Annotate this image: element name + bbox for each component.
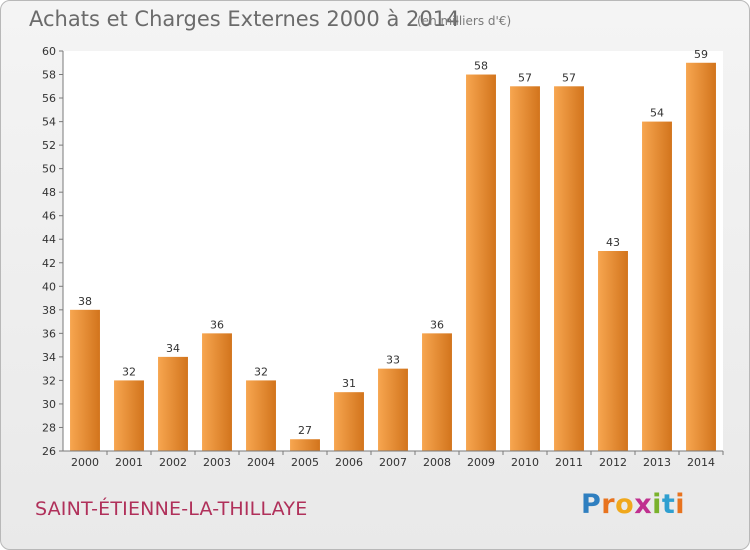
y-tick-label: 56 xyxy=(42,92,56,105)
y-tick-label: 34 xyxy=(42,351,56,364)
bar xyxy=(466,74,496,451)
data-label: 36 xyxy=(430,318,444,331)
bar xyxy=(422,333,452,451)
data-label: 27 xyxy=(298,424,312,437)
y-tick-label: 26 xyxy=(42,445,56,458)
x-tick-label: 2006 xyxy=(335,456,363,469)
x-tick-label: 2007 xyxy=(379,456,407,469)
y-tick-label: 60 xyxy=(42,45,56,58)
proxiti-logo: Proxiti xyxy=(581,489,685,520)
y-tick-label: 42 xyxy=(42,257,56,270)
logo-letter: o xyxy=(615,489,635,520)
x-tick-label: 2014 xyxy=(687,456,715,469)
logo-letter: r xyxy=(601,489,616,520)
data-label: 34 xyxy=(166,342,180,355)
logo-letter: i xyxy=(652,489,662,520)
bar xyxy=(114,380,144,451)
y-tick-label: 54 xyxy=(42,116,56,129)
y-tick-label: 50 xyxy=(42,163,56,176)
y-tick-label: 40 xyxy=(42,280,56,293)
data-label: 54 xyxy=(650,107,664,120)
bar xyxy=(598,251,628,451)
bar xyxy=(334,392,364,451)
x-tick-label: 2012 xyxy=(599,456,627,469)
y-tick-label: 44 xyxy=(42,233,56,246)
logo-letter: i xyxy=(675,489,686,520)
bar xyxy=(290,439,320,451)
x-tick-label: 2003 xyxy=(203,456,231,469)
bar xyxy=(246,380,276,451)
bar xyxy=(686,62,716,451)
x-tick-label: 2008 xyxy=(423,456,451,469)
y-tick-label: 48 xyxy=(42,186,56,199)
bar xyxy=(158,356,188,451)
chart-title: Achats et Charges Externes 2000 à 2014 xyxy=(29,7,460,31)
bar xyxy=(378,368,408,451)
data-label: 58 xyxy=(474,60,488,73)
bar xyxy=(202,333,232,451)
x-tick-label: 2009 xyxy=(467,456,495,469)
data-label: 43 xyxy=(606,236,620,249)
logo-letter: P xyxy=(581,489,602,520)
bar xyxy=(510,86,540,451)
bar xyxy=(642,121,672,452)
data-label: 38 xyxy=(78,295,92,308)
data-label: 31 xyxy=(342,377,356,390)
y-axis: 26 28 30 32 34 36 38 40 42 44 46 48 50 52 54 56 58 60 xyxy=(42,45,64,458)
y-tick-label: 36 xyxy=(42,327,56,340)
x-tick-label: 2000 xyxy=(71,456,99,469)
x-axis: 2000 2001 2002 2003 2004 2005 2006 2007 2008 2009… xyxy=(63,450,724,469)
x-tick-label: 2013 xyxy=(643,456,671,469)
data-label: 59 xyxy=(694,48,708,61)
data-label: 57 xyxy=(518,71,532,84)
data-label: 32 xyxy=(254,365,268,378)
x-tick-label: 2002 xyxy=(159,456,187,469)
bar xyxy=(554,86,584,451)
bar xyxy=(70,309,100,451)
logo-letter: x xyxy=(634,489,653,520)
y-tick-label: 58 xyxy=(42,69,56,82)
y-tick-label: 32 xyxy=(42,374,56,387)
data-label: 57 xyxy=(562,71,576,84)
logo-letter: t xyxy=(661,489,676,520)
data-label: 32 xyxy=(122,365,136,378)
bars-group: 38 32 34 36 32 27 31 33 36 58 57 57 43 54 59 xyxy=(70,48,716,452)
commune-name: SAINT-ÉTIENNE-LA-THILLAYE xyxy=(35,498,308,520)
y-tick-label: 38 xyxy=(42,304,56,317)
x-tick-label: 2004 xyxy=(247,456,275,469)
data-label: 33 xyxy=(386,354,400,367)
y-tick-label: 28 xyxy=(42,421,56,434)
y-tick-label: 46 xyxy=(42,210,56,223)
x-tick-label: 2010 xyxy=(511,456,539,469)
y-tick-label: 52 xyxy=(42,139,56,152)
x-tick-label: 2001 xyxy=(115,456,143,469)
x-tick-label: 2011 xyxy=(555,456,583,469)
chart-subtitle: (en milliers d'€) xyxy=(417,14,512,28)
x-tick-label: 2005 xyxy=(291,456,319,469)
y-tick-label: 30 xyxy=(42,398,56,411)
data-label: 36 xyxy=(210,318,224,331)
